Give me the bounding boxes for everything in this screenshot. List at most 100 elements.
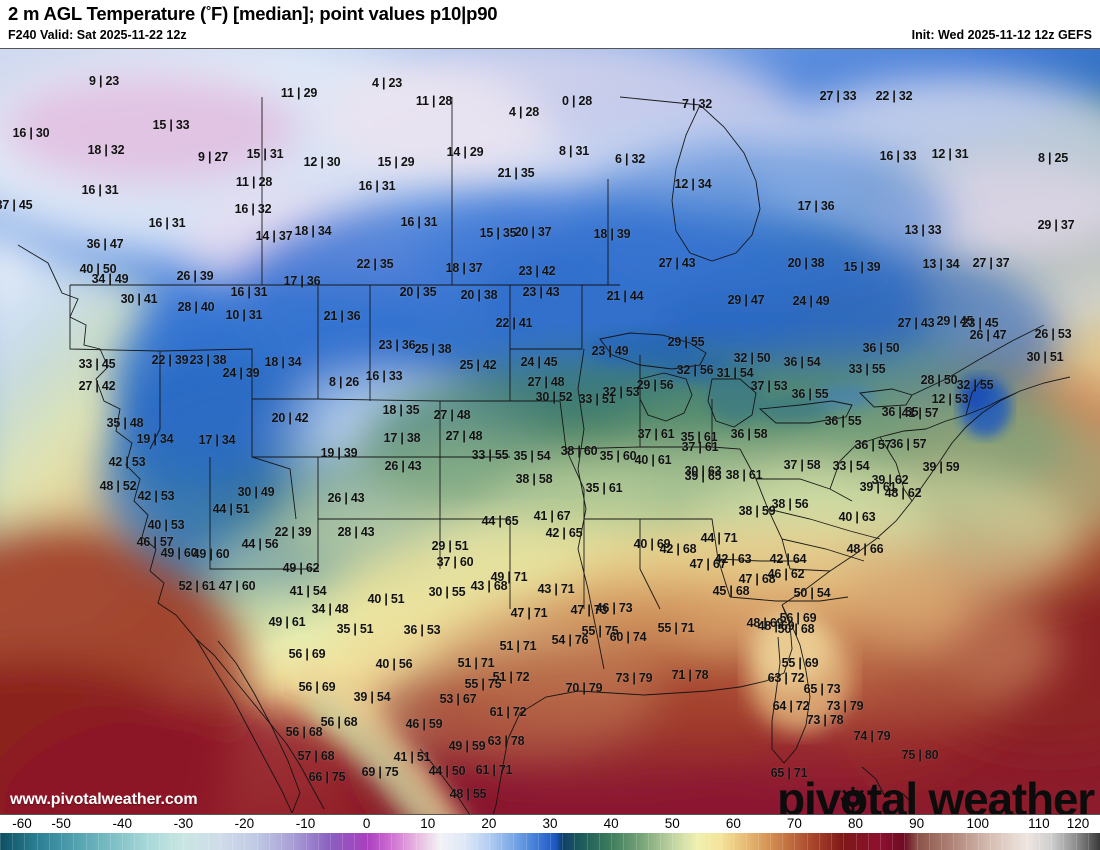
point-value-label: 49 | 61 [268,615,306,629]
colorbar-segment [464,833,489,850]
point-value-label: 44 | 51 [212,502,250,516]
point-value-label: 40 | 56 [375,657,413,671]
point-value-label: 36 | 47 [86,237,124,251]
point-value-label: 29 | 37 [1037,218,1075,232]
point-value-label: 33 | 55 [848,362,886,376]
point-value-label: 38 | 61 [725,468,763,482]
point-value-label: 65 | 73 [803,682,841,696]
point-value-label: 71 | 78 [671,668,709,682]
point-value-label: 51 | 71 [499,639,537,653]
colorbar-band-divider [721,833,723,850]
colorbar-tick: 90 [909,816,925,831]
point-value-label: 63 | 72 [767,671,805,685]
colorbar-band-divider [305,833,307,850]
point-value-label: 37 | 45 [0,198,33,212]
point-value-label: 16 | 31 [81,183,119,197]
point-value-label: 55 | 69 [781,656,819,670]
point-value-label: 63 | 78 [487,734,525,748]
colorbar-tick: 20 [481,816,497,831]
colorbar-band-divider [598,833,600,850]
point-value-label: 47 | 67 [689,557,727,571]
colorbar-segment [0,833,37,850]
point-value-label: 31 | 54 [716,366,754,380]
colorbar-band-divider [684,833,686,850]
colorbar-band-divider [1014,833,1016,850]
colorbar-band-divider [85,833,87,850]
point-value-label: 41 | 51 [393,750,431,764]
point-value-label: 66 | 75 [308,770,346,784]
point-value-label: 44 | 50 [428,764,466,778]
colorbar-band-divider [818,833,820,850]
point-value-label: 75 | 80 [901,748,939,762]
chart-header: 2 m AGL Temperature (°F) [median]; point… [0,0,1100,48]
point-value-label: 23 | 45 [961,316,999,330]
point-value-label: 22 | 39 [151,353,189,367]
colorbar-segment [183,833,220,850]
colorbar-segment [696,833,722,850]
point-value-label: 42 | 53 [137,489,175,503]
colorbar-band-divider [904,833,906,850]
point-value-label: 16 | 32 [234,202,272,216]
colorbar-segment [672,833,697,850]
point-value-label: 47 | 60 [218,579,256,593]
colorbar-band-divider [48,833,50,850]
colorbar-segment [1026,833,1052,850]
colorbar-band-divider [611,833,613,850]
colorbar-segment [641,833,673,850]
point-value-label: 24 | 39 [222,366,260,380]
colorbar-band-divider [61,833,63,850]
point-value-label: 54 | 76 [551,633,589,647]
point-value-label: 28 | 40 [177,300,215,314]
colorbar-segment [812,833,844,850]
point-value-label: 37 | 58 [783,458,821,472]
colorbar-band-divider [892,833,894,850]
logo-text-a: piv [777,773,841,815]
weather-map[interactable]: 9 | 23 11 | 29 4 | 23 11 | 28 4 | 28 0 | 28 7 … [0,48,1100,815]
colorbar-band-divider [708,833,710,850]
point-value-label: 22 | 32 [875,89,913,103]
point-value-label: 23 | 36 [378,338,416,352]
point-value-label: 73 | 78 [806,713,844,727]
colorbar-segment [721,833,752,850]
colorbar-tick: -20 [234,816,255,831]
point-value-label: 32 | 53 [602,385,640,399]
colorbar-band-divider [268,833,270,850]
point-value-label: 38 | 56 [771,497,809,511]
colorbar-segment [440,833,465,850]
point-value-label: 33 | 55 [471,448,509,462]
colorbar-tick: 10 [420,816,436,831]
point-value-label: 41 | 67 [533,509,571,523]
point-value-label: 15 | 29 [377,155,415,169]
point-value-label: 52 | 61 [178,579,216,593]
point-value-label: 39 | 62 [871,473,909,487]
point-value-label: 42 | 53 [108,455,146,469]
colorbar-band-divider [220,833,221,850]
colorbar-tick: 110 [1028,816,1050,831]
colorbar-band-divider [415,833,417,850]
colorbar-segment [537,833,557,850]
point-value-label: 36 | 55 [881,405,919,419]
colorbar-band-divider [525,833,527,850]
colorbar-band-divider [464,833,466,850]
point-value-label: 41 | 54 [289,584,327,598]
point-value-label: 33 | 45 [78,357,116,371]
logo-gear-icon: o [840,776,868,814]
colorbar-band-divider [977,833,979,850]
point-value-label: 61 | 71 [475,763,513,777]
point-value-label: 56 | 69 [298,680,336,694]
colorbar-segment [293,833,330,850]
colorbar-band-divider [256,833,258,850]
colorbar-band-divider [12,833,14,850]
point-value-label: 23 | 38 [189,353,227,367]
colorbar-band-divider [990,833,991,850]
point-value-label: 50 | 54 [793,586,831,600]
point-value-label: 51 | 72 [492,670,530,684]
colorbar-tick: -40 [112,816,132,831]
point-value-label: 35 | 54 [513,449,551,463]
colorbar-segment [366,833,392,850]
map-borders [17,96,1071,814]
colorbar-band-divider [183,833,185,850]
colorbar-band-divider [867,833,869,850]
colorbar-band-divider [660,833,661,850]
point-value-label: 18 | 34 [294,224,332,238]
